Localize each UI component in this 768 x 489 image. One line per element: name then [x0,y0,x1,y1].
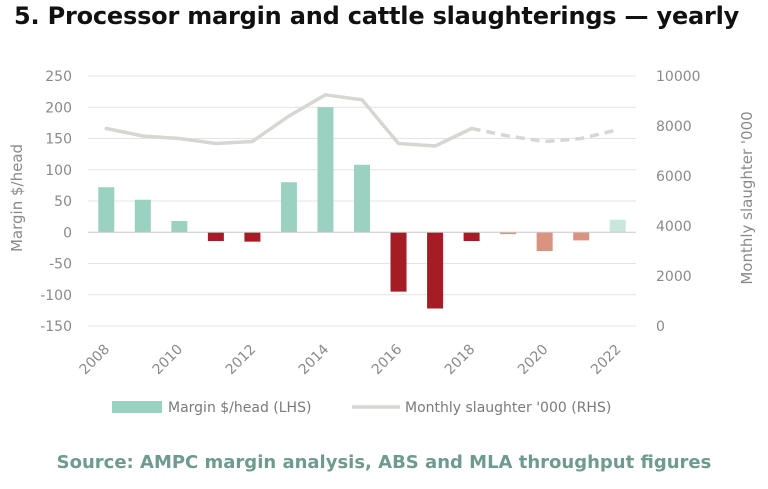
legend-label-margin: Margin $/head (LHS) [168,400,311,416]
right-tick-label: 4000 [656,219,692,235]
x-axis-ticks: 2008 2010 2012 2014 2016 2018 2020 2022 [77,341,625,378]
left-tick-label: 100 [45,163,72,179]
right-tick-label: 8000 [656,119,692,135]
right-tick-label: 10000 [656,69,701,85]
bar-2011 [207,232,224,241]
slaughter-line-solid [104,93,474,148]
left-axis-title: Margin $/head [8,144,26,252]
slaughter-line [104,93,619,148]
x-tick-label: 2010 [150,342,187,379]
x-tick-label: 2016 [369,341,406,378]
left-tick-label: -50 [49,257,72,273]
x-tick-label: 2014 [296,341,333,378]
chart-title: 5. Processor margin and cattle slaughter… [14,2,740,30]
x-tick-label: 2008 [77,342,114,379]
bar-2013 [280,182,297,233]
source-note: Source: AMPC margin analysis, ABS and ML… [56,452,712,473]
legend: Margin $/head (LHS) Monthly slaughter '0… [112,400,611,416]
bar-2012 [244,232,261,242]
legend-label-slaughter: Monthly slaughter '000 (RHS) [405,400,611,416]
bar-2017 [427,232,444,309]
left-tick-label: 150 [45,132,72,148]
legend-swatch-margin [112,401,162,413]
bar-2022 [609,219,626,233]
x-tick-label: 2022 [588,342,625,379]
x-tick-label: 2018 [442,342,479,379]
left-tick-label: 250 [45,69,72,85]
bar-2016 [390,232,407,292]
slaughter-line-dashed [471,126,619,144]
left-tick-label: -100 [40,288,72,304]
bar-2021 [573,232,590,241]
bar-2014 [317,107,334,233]
bar-2010 [171,221,188,233]
right-tick-label: 6000 [656,169,692,185]
x-tick-label: 2020 [515,342,552,379]
bar-2020 [536,232,553,251]
left-tick-label: -150 [40,319,72,335]
margin-bars [98,107,626,309]
left-tick-label: 50 [54,194,72,210]
bar-2018 [463,232,480,241]
x-tick-label: 2012 [223,342,260,379]
right-axis-title: Monthly slaughter '000 [738,111,756,284]
right-axis-ticks: 10000 8000 6000 4000 2000 0 [656,69,701,335]
right-tick-label: 2000 [656,269,692,285]
left-tick-label: 0 [63,225,72,241]
right-tick-label: 0 [656,319,665,335]
bar-2008 [98,187,115,233]
left-tick-label: 200 [45,100,72,116]
left-axis-ticks: 250 200 150 100 50 0 -50 -100 -150 [40,69,72,335]
bar-2015 [354,164,370,233]
bar-2009 [134,199,151,233]
bar-2019 [500,232,517,235]
